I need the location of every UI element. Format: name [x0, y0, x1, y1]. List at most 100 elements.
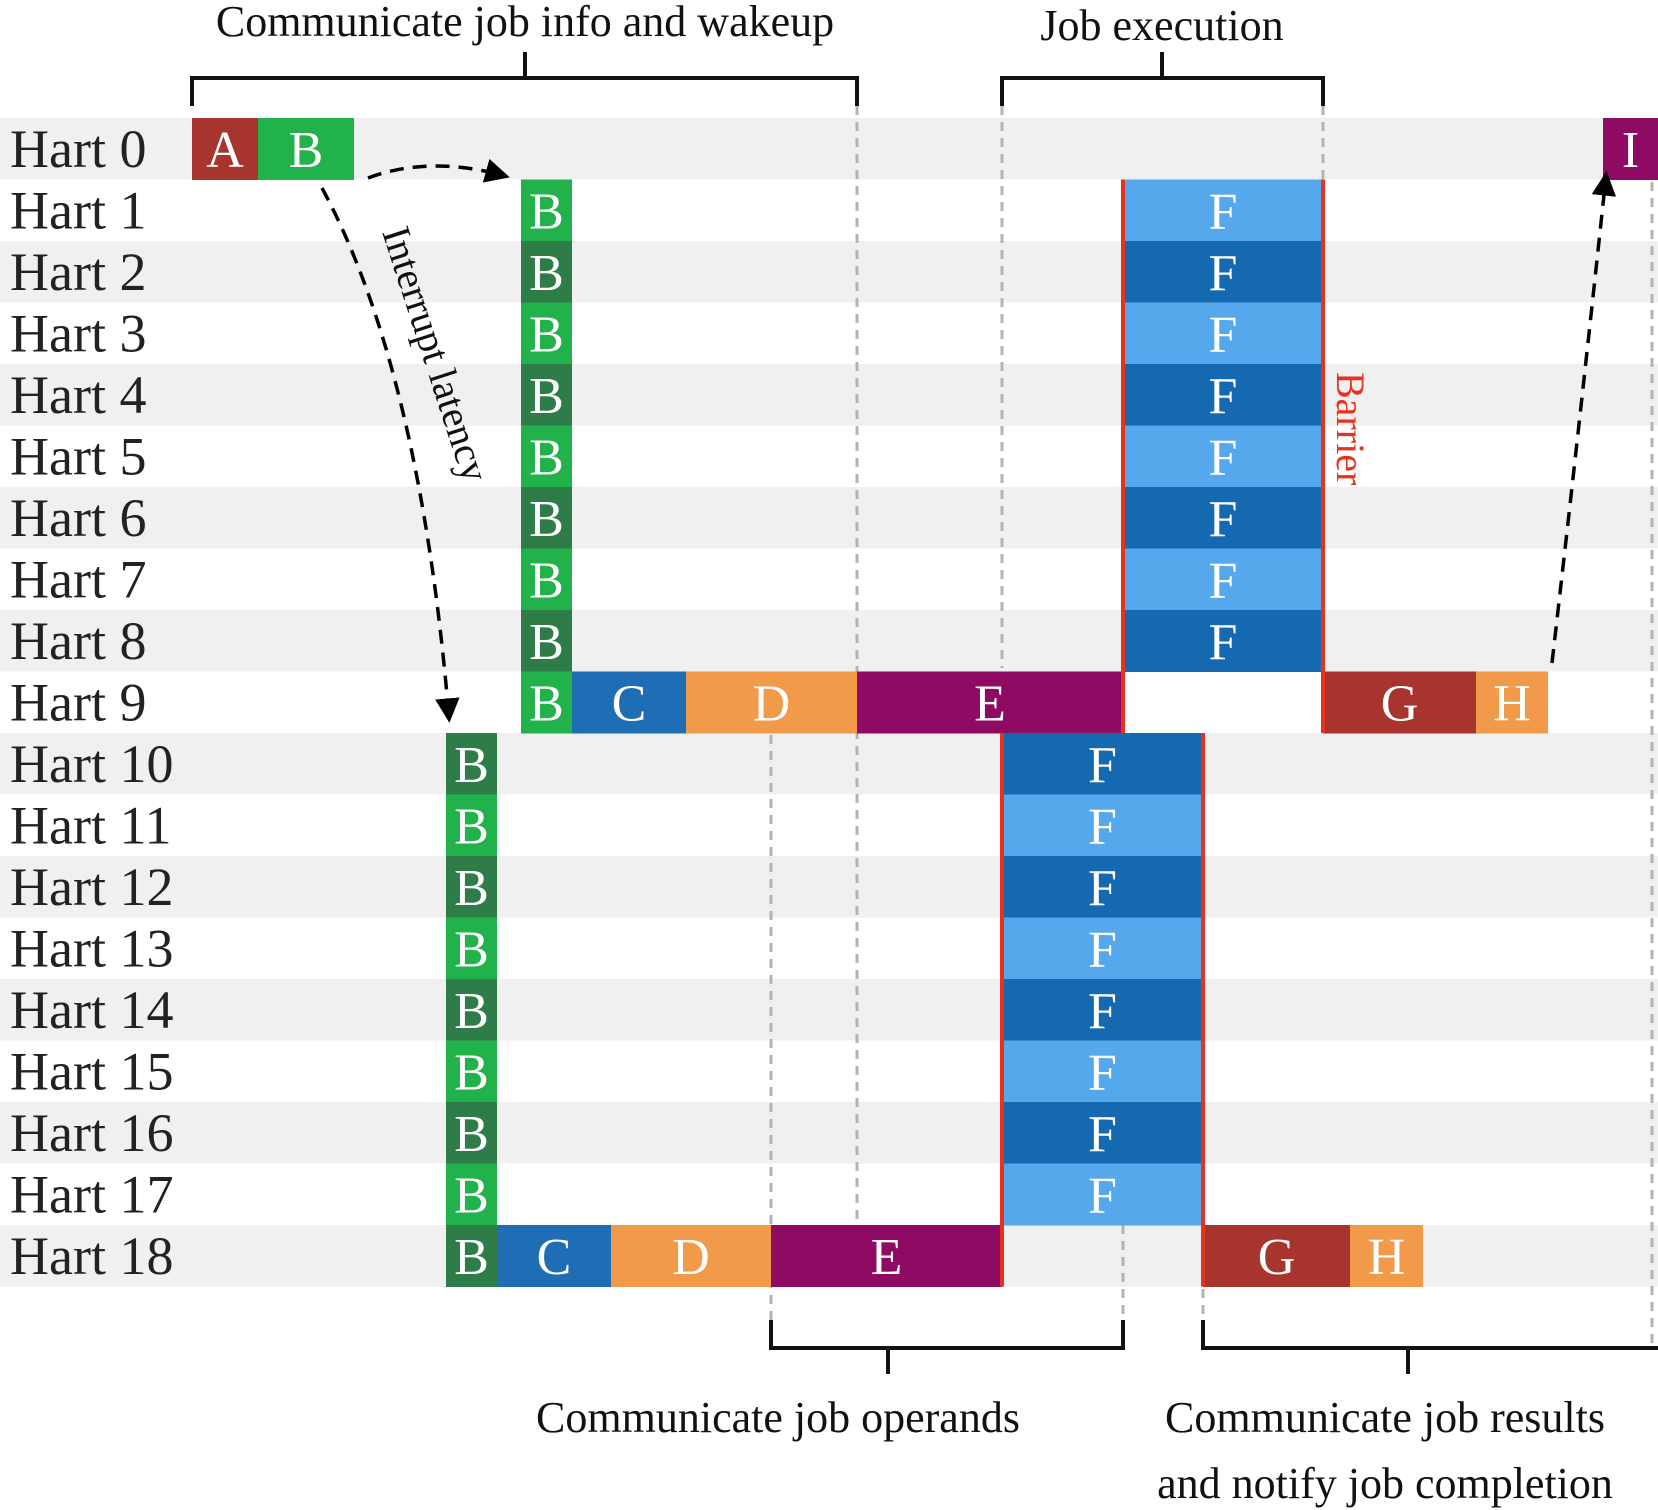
bracket-job-results	[1201, 1320, 1658, 1374]
task-block-label: F	[1209, 429, 1238, 486]
hart-label: Hart 4	[10, 365, 146, 425]
task-block-fill	[1002, 979, 1203, 1041]
task-block-c: C	[572, 671, 686, 734]
task-block-f: F	[1123, 302, 1323, 365]
title-job-info: Communicate job info and wakeup	[216, 0, 834, 46]
task-block-label: F	[1088, 1167, 1117, 1224]
task-block-label: B	[529, 429, 564, 486]
task-block-fill	[1123, 302, 1323, 365]
task-block-b: B	[446, 1102, 497, 1164]
task-block-label: B	[454, 798, 489, 855]
hart-label: Hart 6	[10, 488, 146, 548]
title-job-results-line2: and notify job completion	[1157, 1459, 1613, 1508]
task-block-b: B	[521, 425, 572, 488]
task-block-fill	[857, 671, 1123, 734]
task-block-fill	[1002, 733, 1203, 795]
task-block-fill	[521, 610, 572, 672]
task-block-label: H	[1368, 1229, 1406, 1286]
hart-label: Hart 2	[10, 242, 146, 302]
barrier-label: Barrier	[1328, 372, 1373, 485]
task-block-label: B	[454, 1229, 489, 1286]
hart-label: Hart 9	[10, 672, 146, 732]
task-block-label: B	[454, 860, 489, 917]
task-block-b: B	[521, 364, 572, 426]
task-block-fill	[1002, 1040, 1203, 1103]
task-block-fill	[686, 671, 857, 734]
barrier-lines	[1000, 179, 1325, 1287]
task-block-label: F	[1209, 245, 1238, 302]
task-block-fill	[572, 671, 686, 734]
task-block-fill	[1002, 917, 1203, 980]
hart-row	[0, 179, 1658, 242]
task-block-b: B	[446, 1225, 497, 1287]
task-block-fill	[446, 1040, 497, 1103]
task-block-label: D	[672, 1229, 710, 1286]
task-block-fill	[1123, 425, 1323, 488]
task-block-fill	[1002, 856, 1203, 918]
task-block-label: F	[1209, 491, 1238, 548]
task-block-b: B	[521, 302, 572, 365]
bracket-job-operands	[769, 1320, 1125, 1374]
row-backgrounds	[0, 118, 1658, 1287]
hart-label: Hart 7	[10, 549, 146, 609]
task-block-label: B	[454, 921, 489, 978]
task-block-fill	[446, 1225, 497, 1287]
hart-label: Hart 14	[10, 980, 173, 1040]
task-block-b: B	[521, 548, 572, 611]
hart-label: Hart 18	[10, 1226, 173, 1286]
task-block-fill	[521, 487, 572, 549]
task-block-label: B	[529, 183, 564, 240]
task-block-b: B	[521, 179, 572, 242]
hart-row	[0, 917, 1658, 980]
task-block-fill	[771, 1225, 1002, 1287]
task-block-label: F	[1209, 368, 1238, 425]
task-block-label: I	[1622, 122, 1639, 179]
task-block-fill	[1123, 241, 1323, 303]
task-block-label: C	[612, 675, 647, 732]
task-block-fill	[1350, 1225, 1423, 1287]
task-block-label: D	[753, 675, 791, 732]
task-block-label: F	[1088, 983, 1117, 1040]
task-block-fill	[521, 241, 572, 303]
arrows	[320, 158, 1617, 723]
task-block-label: A	[206, 122, 244, 179]
task-block-b: B	[446, 979, 497, 1041]
task-block-f: F	[1123, 364, 1323, 426]
task-block-label: F	[1088, 1106, 1117, 1163]
task-block-b: B	[521, 241, 572, 303]
task-block-b: B	[446, 1163, 497, 1226]
arrow-interrupt-latency	[320, 187, 460, 723]
task-block-fill	[521, 364, 572, 426]
task-block-f: F	[1123, 548, 1323, 611]
task-block-c: C	[497, 1225, 611, 1287]
hart-label: Hart 11	[10, 795, 171, 855]
guide-lines	[769, 106, 1654, 1348]
task-block-label: B	[529, 552, 564, 609]
title-job-results-line1: Communicate job results	[1165, 1393, 1605, 1442]
hart-label: Hart 3	[10, 303, 146, 363]
task-block-e: E	[857, 671, 1123, 734]
task-block-fill	[611, 1225, 771, 1287]
hart-row	[0, 979, 1658, 1041]
task-block-label: H	[1493, 675, 1531, 732]
task-block-g: G	[1323, 671, 1476, 734]
hart-label: Hart 8	[10, 611, 146, 671]
task-block-b: B	[446, 856, 497, 918]
title-job-operands: Communicate job operands	[536, 1393, 1020, 1442]
task-block-b: B	[446, 733, 497, 795]
task-block-label: F	[1088, 860, 1117, 917]
task-block-f: F	[1002, 1102, 1203, 1164]
hart-row	[0, 548, 1658, 611]
task-block-fill	[1123, 548, 1323, 611]
hart-row	[0, 487, 1658, 549]
hart-label: Hart 17	[10, 1164, 173, 1224]
task-block-fill	[1323, 671, 1476, 734]
hart-row	[0, 364, 1658, 426]
hart-label: Hart 16	[10, 1103, 173, 1163]
task-block-fill	[521, 425, 572, 488]
task-block-fill	[521, 179, 572, 242]
task-block-fill	[1203, 1225, 1350, 1287]
task-block-fill	[446, 1102, 497, 1164]
